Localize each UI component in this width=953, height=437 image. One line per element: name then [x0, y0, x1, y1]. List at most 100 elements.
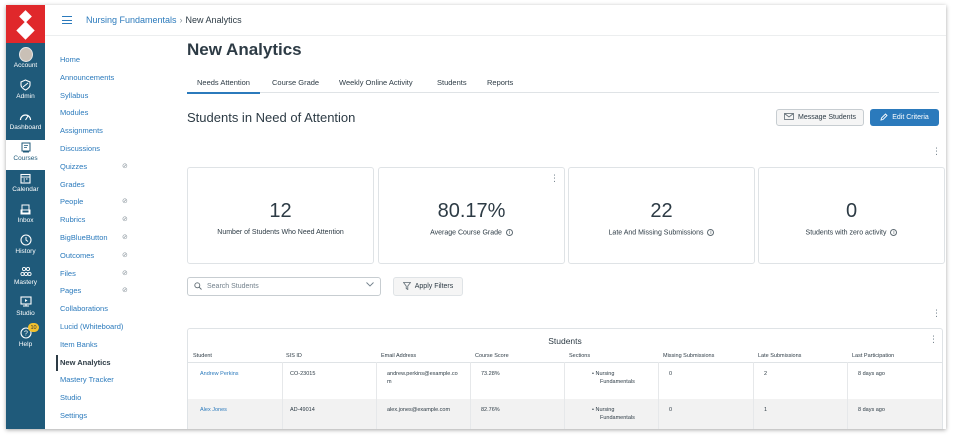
students-table: Students ⋮ Student SIS ID Email Address …	[187, 328, 943, 429]
course-nav-assignments[interactable]: Assignments	[60, 126, 103, 136]
global-nav-inbox[interactable]: Inbox	[6, 202, 45, 232]
course-nav-outcomes[interactable]: Outcomes ⊘	[60, 250, 128, 260]
apply-filters-button[interactable]: Apply Filters	[393, 277, 463, 296]
chevron-down-icon[interactable]	[366, 282, 374, 289]
course-nav-lucid[interactable]: Lucid (Whiteboard)	[60, 322, 124, 331]
column-header-sections[interactable]: Sections	[569, 353, 591, 359]
page-title: New Analytics	[187, 40, 302, 59]
student-name-link[interactable]: Andrew Perkins	[200, 371, 239, 377]
info-icon[interactable]: i	[505, 229, 513, 236]
card-options-kebab-icon[interactable]: ⋮	[550, 173, 559, 183]
course-nav-collaborations[interactable]: Collaborations	[60, 304, 108, 314]
search-icon	[194, 281, 202, 292]
sections-cell: • Nursing Fundamentals	[592, 407, 635, 421]
course-nav-grades[interactable]: Grades	[60, 179, 85, 189]
global-nav-dashboard[interactable]: Dashboard	[6, 109, 45, 139]
table-caption: Students	[548, 336, 582, 346]
stat-value: 80.17%	[437, 200, 506, 222]
tab-weekly-online-activity[interactable]: Weekly Online Activity	[339, 78, 413, 87]
info-icon[interactable]: i	[707, 229, 715, 236]
email-cell: andrew.perkins@example.co m	[387, 371, 458, 385]
global-nav: Account Admin Dashboard Courses Calendar…	[6, 5, 45, 429]
message-students-button[interactable]: Message Students	[776, 109, 864, 126]
missing-cell: 0	[669, 371, 673, 377]
hidden-eye-icon: ⊘	[122, 216, 128, 224]
course-nav-announcements[interactable]: Announcements	[60, 72, 115, 82]
column-header-email[interactable]: Email Address	[381, 353, 417, 359]
edit-criteria-button[interactable]: Edit Criteria	[870, 109, 939, 126]
tab-needs-attention[interactable]: Needs Attention	[187, 78, 260, 94]
course-nav-pages[interactable]: Pages ⊘	[60, 286, 128, 296]
dashboard-icon	[19, 109, 33, 123]
tab-students[interactable]: Students	[437, 78, 467, 87]
column-header-student[interactable]: Student	[193, 353, 212, 359]
column-header-last-participation[interactable]: Last Participation	[852, 353, 895, 359]
breadcrumb-course-link[interactable]: Nursing Fundamentals	[86, 15, 177, 25]
table-section-kebab-icon[interactable]: ⋮	[932, 308, 941, 318]
global-nav-courses[interactable]: Courses	[6, 140, 45, 170]
hidden-eye-icon: ⊘	[122, 162, 128, 170]
course-nav-rubrics[interactable]: Rubrics ⊘	[60, 215, 128, 225]
course-nav-mastery-tracker[interactable]: Mastery Tracker	[60, 375, 114, 385]
email-cell: alex.jones@example.com	[387, 407, 451, 413]
pencil-icon	[880, 112, 888, 123]
course-nav-home[interactable]: Home	[60, 55, 81, 64]
course-nav-quizzes[interactable]: Quizzes ⊘	[60, 161, 128, 171]
stat-label: Number of Students Who Need Attention	[217, 229, 344, 236]
inbox-icon	[19, 202, 33, 216]
mastery-icon	[19, 264, 33, 278]
late-cell: 1	[764, 407, 768, 413]
course-score-cell: 73.28%	[481, 371, 500, 377]
late-cell: 2	[764, 371, 768, 377]
analytics-tabs: Needs Attention Course Grade Weekly Onli…	[187, 73, 939, 94]
column-header-missing-submissions[interactable]: Missing Submissions	[663, 353, 715, 359]
search-students-input[interactable]: Search Students	[187, 277, 381, 296]
course-nav-settings[interactable]: Settings	[60, 411, 88, 420]
global-nav-admin[interactable]: Admin	[6, 78, 45, 108]
stat-value: 0	[845, 200, 858, 222]
search-placeholder: Search Students	[207, 283, 259, 290]
course-nav-syllabus[interactable]: Syllabus	[60, 90, 89, 100]
course-nav: Home Announcements Syllabus Modules Assi…	[45, 36, 185, 429]
hamburger-menu-icon[interactable]	[62, 16, 72, 24]
hidden-eye-icon: ⊘	[122, 234, 128, 241]
course-nav-new-analytics[interactable]: New Analytics	[56, 354, 170, 371]
global-nav-history[interactable]: History	[6, 233, 45, 263]
global-nav-mastery[interactable]: Mastery	[6, 264, 45, 294]
calendar-icon	[19, 171, 33, 185]
course-nav-studio[interactable]: Studio	[60, 393, 82, 403]
info-icon[interactable]: i	[890, 229, 898, 236]
course-nav-bigbluebutton[interactable]: BigBlueButton ⊘	[60, 233, 128, 242]
global-nav-help[interactable]: ? Help 10	[6, 323, 45, 356]
canvas-logo[interactable]	[6, 5, 45, 43]
column-header-course-score[interactable]: Course Score	[475, 353, 509, 359]
avatar	[18, 46, 33, 62]
breadcrumb-separator: ›	[179, 15, 183, 25]
top-bar: Nursing Fundamentals › New Analytics	[45, 5, 946, 36]
column-header-sis-id[interactable]: SIS ID	[286, 353, 302, 359]
shield-icon	[19, 78, 33, 92]
global-nav-studio[interactable]: Studio	[6, 295, 45, 325]
tab-course-grade[interactable]: Course Grade	[272, 78, 320, 87]
section-options-kebab-icon[interactable]: ⋮	[932, 146, 941, 156]
app-window: Account Admin Dashboard Courses Calendar…	[6, 5, 946, 429]
stat-value: 12	[269, 200, 292, 222]
column-header-late-submissions[interactable]: Late Submissions	[758, 353, 802, 359]
course-nav-people[interactable]: People ⊘	[60, 197, 128, 207]
missing-cell: 0	[669, 407, 673, 413]
student-name-link[interactable]: Alex Jones	[200, 407, 227, 413]
global-nav-account[interactable]: Account	[6, 46, 45, 77]
stat-card-zero-activity: 0 Students with zero activity i	[758, 167, 945, 264]
stat-card-late-missing-submissions: 22 Late And Missing Submissions i	[568, 167, 755, 264]
section-title: Students in Need of Attention	[187, 110, 356, 125]
course-nav-modules[interactable]: Modules	[60, 108, 89, 118]
last-participation-cell: 8 days ago	[858, 371, 885, 377]
course-nav-files[interactable]: Files ⊘	[60, 268, 128, 278]
course-nav-discussions[interactable]: Discussions	[60, 144, 101, 153]
course-nav-item-banks[interactable]: Item Banks	[60, 339, 98, 349]
global-nav-calendar[interactable]: Calendar	[6, 171, 45, 201]
stat-label: Average Course Grade i	[379, 229, 564, 236]
tab-reports[interactable]: Reports	[487, 78, 514, 87]
table-options-kebab-icon[interactable]: ⋮	[929, 334, 938, 344]
clock-icon	[19, 233, 33, 247]
